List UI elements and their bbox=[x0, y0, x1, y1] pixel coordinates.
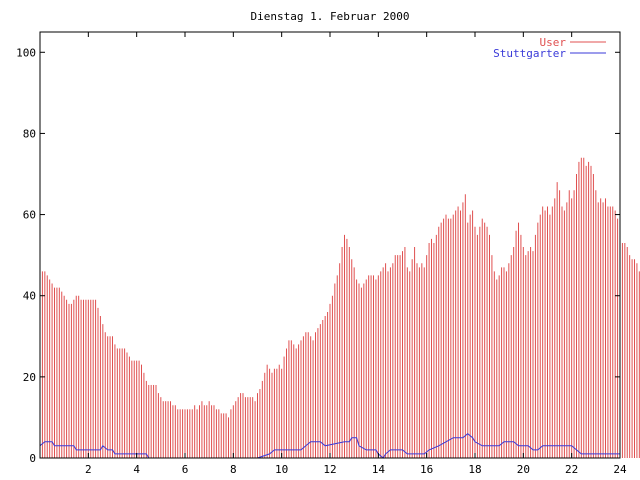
user-series-bars bbox=[39, 157, 640, 458]
y-tick-label: 20 bbox=[23, 371, 36, 384]
x-tick-label: 20 bbox=[517, 463, 530, 476]
y-tick-label: 60 bbox=[23, 209, 36, 222]
y-tick-label: 80 bbox=[23, 127, 36, 140]
x-axis: 2 4 6 8 10 12 14 16 18 20 22 24 bbox=[85, 32, 627, 476]
chart-title: Dienstag 1. Februar 2000 bbox=[251, 10, 410, 23]
x-tick-label: 14 bbox=[372, 463, 386, 476]
x-tick-label: 2 bbox=[85, 463, 92, 476]
x-tick-label: 8 bbox=[230, 463, 237, 476]
y-axis: 0 20 40 60 80 100 bbox=[16, 46, 620, 465]
x-tick-label: 16 bbox=[420, 463, 433, 476]
x-tick-label: 24 bbox=[613, 463, 627, 476]
x-tick-label: 18 bbox=[468, 463, 481, 476]
x-tick-label: 6 bbox=[182, 463, 189, 476]
stuttgarter-series-layer bbox=[39, 433, 620, 459]
legend-label-stuttgarter: Stuttgarter bbox=[493, 47, 566, 60]
y-tick-label: 0 bbox=[29, 452, 36, 465]
x-tick-label: 10 bbox=[275, 463, 288, 476]
x-tick-label: 22 bbox=[565, 463, 578, 476]
stuttgarter-line bbox=[39, 433, 620, 459]
legend: User Stuttgarter bbox=[493, 36, 606, 60]
y-tick-label: 100 bbox=[16, 46, 36, 59]
legend-label-user: User bbox=[540, 36, 567, 49]
y-tick-label: 40 bbox=[23, 290, 36, 303]
x-tick-label: 4 bbox=[133, 463, 140, 476]
x-tick-label: 12 bbox=[323, 463, 336, 476]
